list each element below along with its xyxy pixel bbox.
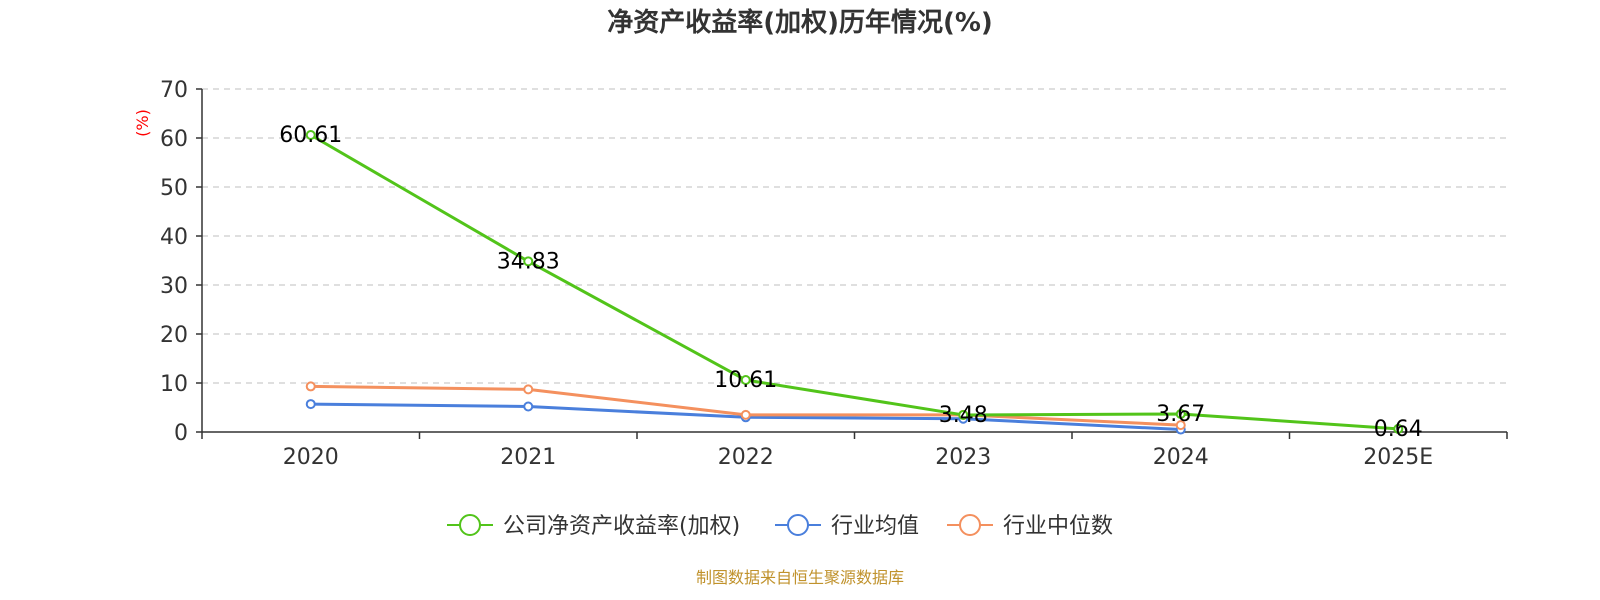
legend-item[interactable]: 公司净资产收益率(加权) — [447, 514, 740, 539]
x-tick-label: 2025E — [1363, 445, 1433, 470]
y-tick-label: 10 — [160, 372, 188, 397]
legend-marker — [959, 514, 981, 536]
x-tick-label: 2020 — [283, 445, 339, 470]
data-label: 34.83 — [497, 249, 560, 274]
x-tick-label: 2023 — [935, 445, 991, 470]
x-tick-label: 2022 — [718, 445, 774, 470]
data-label: 60.61 — [279, 123, 342, 148]
y-tick-label: 40 — [160, 225, 188, 250]
data-labels: 60.61 34.83 10.61 3.48 3.67 0.64 — [279, 123, 1422, 442]
x-tick-label: 2024 — [1153, 445, 1209, 470]
data-label: 10.61 — [714, 368, 777, 393]
legend-marker — [787, 514, 809, 536]
data-point[interactable] — [523, 384, 534, 395]
legend-marker — [459, 514, 481, 536]
series-line — [309, 133, 1399, 431]
data-point[interactable] — [740, 375, 751, 386]
legend-label: 公司净资产收益率(加权) — [503, 514, 740, 539]
chart-title: 净资产收益率(加权)历年情况(%) — [607, 7, 993, 38]
x-tick-label: 2021 — [500, 445, 556, 470]
data-point[interactable] — [740, 409, 751, 420]
y-tick-label: 70 — [160, 78, 188, 103]
data-point[interactable] — [1175, 420, 1186, 431]
grid-lines — [202, 88, 1507, 384]
legend-label: 行业中位数 — [1003, 514, 1113, 539]
legend-label: 行业均值 — [831, 514, 919, 539]
data-point[interactable] — [305, 399, 316, 410]
data-point[interactable] — [1175, 409, 1186, 420]
y-tick-label: 60 — [160, 127, 188, 152]
data-point[interactable] — [958, 409, 969, 420]
data-point[interactable] — [305, 381, 316, 392]
y-tick-label: 0 — [174, 421, 188, 446]
y-tick-label: 30 — [160, 274, 188, 299]
data-label: 0.64 — [1374, 417, 1423, 442]
data-label: 3.67 — [1156, 402, 1205, 427]
y-tick-label: 20 — [160, 323, 188, 348]
source-note: 制图数据来自恒生聚源数据库 — [696, 568, 904, 587]
data-point[interactable] — [1393, 423, 1404, 434]
legend-item[interactable]: 行业均值 — [775, 514, 919, 539]
data-point[interactable] — [523, 256, 534, 267]
y-tick-label: 50 — [160, 176, 188, 201]
legend[interactable]: 公司净资产收益率(加权) 行业均值 行业中位数 — [447, 514, 1113, 539]
data-label: 3.48 — [939, 403, 988, 428]
series-layer — [305, 130, 1404, 435]
legend-item[interactable]: 行业中位数 — [947, 514, 1113, 539]
axes: 0 10 20 30 40 50 60 70 2020 2021 2022 2023 2024 2025E — [160, 78, 1508, 470]
data-point[interactable] — [305, 130, 316, 141]
data-point[interactable] — [523, 401, 534, 412]
y-axis-label: (%) — [133, 109, 152, 137]
